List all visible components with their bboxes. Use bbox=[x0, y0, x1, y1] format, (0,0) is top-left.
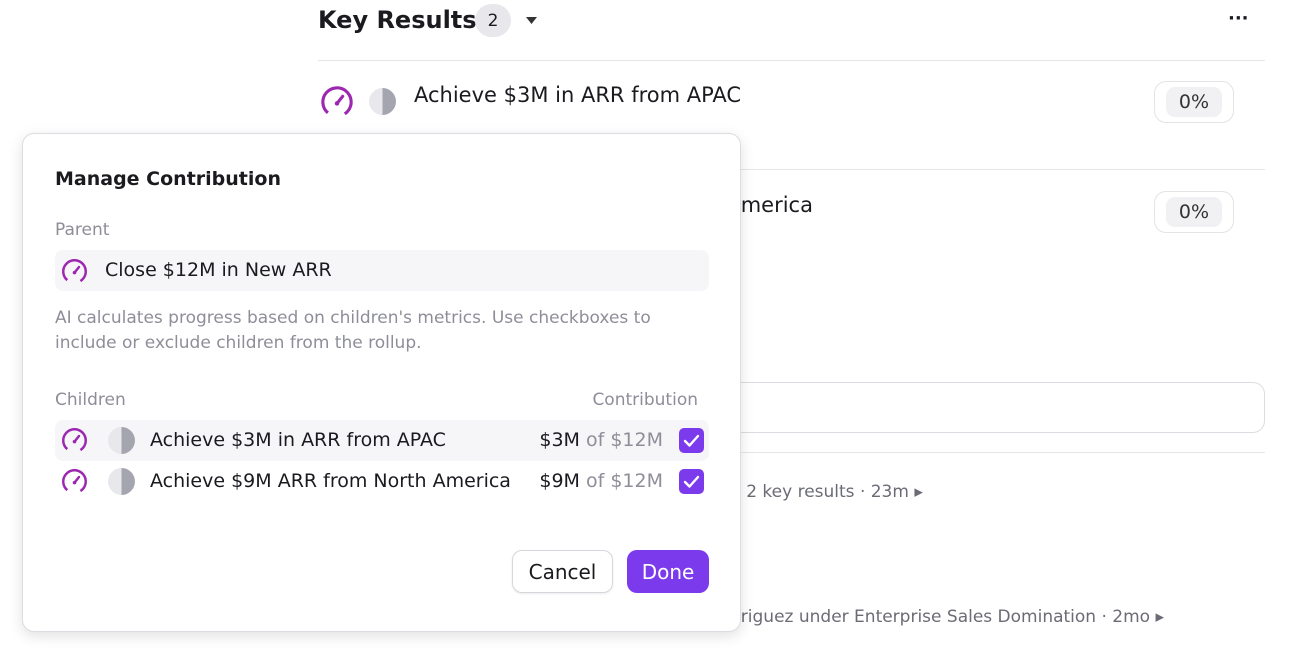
count-badge: 2 bbox=[475, 4, 511, 37]
kr-title[interactable]: Achieve $3M in ARR from APAC bbox=[414, 83, 742, 107]
activity-text: d 2 key results bbox=[730, 482, 855, 502]
child-title: Achieve $3M in ARR from APAC bbox=[150, 429, 446, 451]
parent-row: Close $12M in New ARR bbox=[55, 250, 709, 291]
progress: 0% bbox=[1165, 87, 1223, 117]
collapse-caret[interactable] bbox=[525, 16, 538, 26]
activity: d 2 key results · 23m ▸ bbox=[730, 482, 923, 502]
gauge-icon bbox=[320, 85, 354, 119]
check bbox=[683, 475, 700, 488]
progress-pill[interactable]: 0% bbox=[1154, 191, 1234, 233]
divider bbox=[318, 169, 1265, 170]
amount: $9M bbox=[539, 470, 580, 492]
contribution-label: Contribution bbox=[592, 390, 698, 410]
checkbox[interactable] bbox=[679, 428, 704, 453]
check bbox=[683, 434, 700, 447]
divider bbox=[318, 60, 1265, 61]
divider bbox=[318, 452, 1265, 453]
more-menu[interactable]: ··· bbox=[1228, 8, 1249, 29]
done-button[interactable]: Done bbox=[627, 550, 709, 593]
modal-title: Manage Contribution bbox=[55, 168, 281, 190]
modal: Manage Contribution Parent Close $12M in… bbox=[22, 133, 741, 632]
total: of $12M bbox=[585, 429, 663, 451]
activity-text: driguez under Enterprise Sales Dominatio… bbox=[730, 607, 1097, 627]
child-row: Achieve $3M in ARR from APAC $3M of $12M bbox=[55, 420, 709, 461]
checkbox[interactable] bbox=[679, 469, 704, 494]
activity: driguez under Enterprise Sales Dominatio… bbox=[730, 607, 1165, 627]
cancel-button[interactable]: Cancel bbox=[512, 550, 613, 593]
parent-label: Parent bbox=[55, 220, 110, 240]
description: AI calculates progress based on children… bbox=[55, 308, 651, 353]
activity-time: · 2mo bbox=[1101, 607, 1151, 627]
progress: 0% bbox=[1165, 197, 1223, 227]
status-icon bbox=[369, 88, 396, 115]
gauge-icon bbox=[61, 258, 88, 285]
gauge-icon bbox=[61, 468, 88, 495]
progress-pill[interactable]: 0% bbox=[1154, 81, 1234, 123]
child-title: Achieve $9M ARR from North America bbox=[150, 470, 511, 492]
child-row: Achieve $9M ARR from North America $9M of… bbox=[55, 461, 709, 502]
amount: $3M bbox=[539, 429, 580, 451]
status-icon bbox=[108, 468, 135, 495]
activity-time: · 23m bbox=[859, 482, 909, 502]
child-contribution: $9M of $12M bbox=[539, 470, 663, 492]
status-icon bbox=[108, 427, 135, 454]
child-contribution: $3M of $12M bbox=[539, 429, 663, 451]
parent-title: Close $12M in New ARR bbox=[105, 259, 332, 281]
children-label: Children bbox=[55, 390, 126, 410]
total: of $12M bbox=[585, 470, 663, 492]
section-title: Key Results bbox=[318, 6, 477, 34]
gauge-icon bbox=[61, 427, 88, 454]
